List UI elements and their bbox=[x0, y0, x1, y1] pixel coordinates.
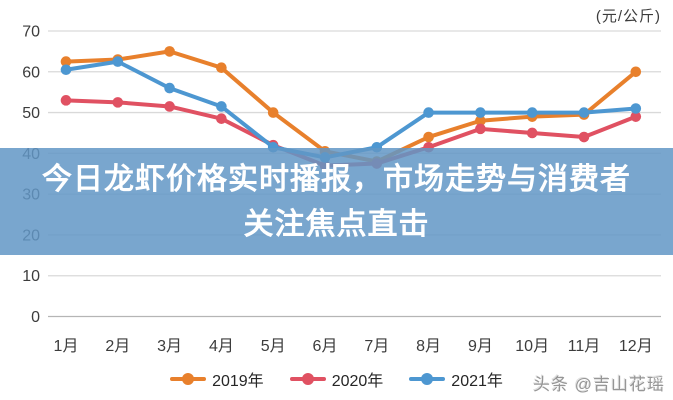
banner-title-line1: 今日龙虾价格实时播报，市场走势与消费者 bbox=[42, 162, 631, 196]
banner-title-line2: 关注焦点直击 bbox=[243, 207, 430, 241]
title-banner: 今日龙虾价格实时播报，市场走势与消费者 关注焦点直击 bbox=[0, 148, 673, 255]
svg-text:3月: 3月 bbox=[157, 338, 182, 355]
chart-legend: 2019年 2020年 2021年 bbox=[0, 367, 673, 391]
watermark: 头条 @吉山花瑶 bbox=[533, 375, 665, 394]
legend-item-2021: 2021年 bbox=[409, 367, 503, 391]
svg-text:12月: 12月 bbox=[619, 338, 653, 355]
svg-text:10: 10 bbox=[22, 268, 40, 285]
unit-label: (元/公斤) bbox=[595, 8, 661, 25]
svg-text:8月: 8月 bbox=[416, 338, 441, 355]
svg-text:50: 50 bbox=[22, 105, 40, 122]
svg-text:11月: 11月 bbox=[568, 338, 601, 355]
svg-text:9月: 9月 bbox=[468, 338, 493, 355]
svg-text:4月: 4月 bbox=[209, 338, 234, 355]
legend-item-2019: 2019年 bbox=[170, 367, 264, 391]
svg-text:1月: 1月 bbox=[54, 338, 79, 355]
legend-swatch-2019-icon bbox=[170, 373, 207, 385]
svg-text:10月: 10月 bbox=[515, 338, 549, 355]
legend-swatch-2020-icon bbox=[289, 373, 326, 385]
svg-text:2月: 2月 bbox=[105, 338, 130, 355]
svg-text:0: 0 bbox=[31, 309, 40, 326]
svg-text:7月: 7月 bbox=[364, 338, 389, 355]
svg-text:60: 60 bbox=[22, 64, 40, 81]
legend-label-2020: 2020年 bbox=[331, 373, 384, 390]
legend-label-2021: 2021年 bbox=[451, 373, 503, 390]
svg-text:70: 70 bbox=[22, 24, 40, 41]
legend-label-2019: 2019年 bbox=[212, 373, 264, 390]
svg-text:5月: 5月 bbox=[261, 338, 286, 355]
svg-text:6月: 6月 bbox=[313, 338, 338, 355]
legend-item-2020: 2020年 bbox=[289, 367, 384, 391]
legend-swatch-2021-icon bbox=[409, 373, 446, 385]
